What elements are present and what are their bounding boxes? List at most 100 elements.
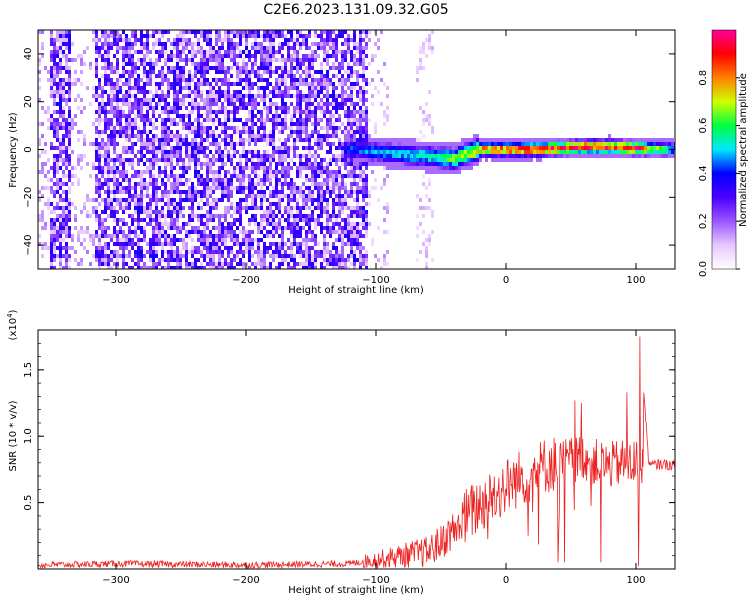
heatmap-cell [347, 78, 350, 82]
heatmap-cell [140, 110, 143, 114]
heatmap-cell [239, 118, 242, 122]
heatmap-cell [383, 178, 386, 182]
heatmap-cell [254, 46, 257, 50]
heatmap-cell [308, 166, 311, 170]
heatmap-cell [446, 142, 449, 146]
heatmap-cell [314, 154, 317, 158]
heatmap-cell [107, 110, 110, 114]
heatmap-cell [242, 78, 245, 82]
heatmap-cell [353, 238, 356, 242]
heatmap-cell [371, 54, 374, 58]
heatmap-cell [116, 114, 119, 118]
heatmap-cell [266, 62, 269, 66]
heatmap-cell [182, 222, 185, 226]
heatmap-cell [431, 46, 434, 50]
heatmap-cell [137, 234, 140, 238]
heatmap-cell [341, 206, 344, 210]
heatmap-cell [50, 30, 53, 34]
heatmap-cell [275, 230, 278, 234]
heatmap-cell [230, 214, 233, 218]
heatmap-cell [248, 130, 251, 134]
heatmap-cell [221, 66, 224, 70]
heatmap-cell [230, 30, 233, 34]
heatmap-cell [194, 226, 197, 230]
heatmap-cell [107, 126, 110, 130]
heatmap-cell [356, 186, 359, 190]
heatmap-cell [236, 130, 239, 134]
heatmap-cell [329, 226, 332, 230]
heatmap-cell [218, 258, 221, 262]
heatmap-cell [170, 118, 173, 122]
heatmap-cell [134, 226, 137, 230]
heatmap-cell [158, 58, 161, 62]
heatmap-cell [251, 94, 254, 98]
heatmap-cell [134, 38, 137, 42]
heatmap-cell [362, 134, 365, 138]
heatmap-cell [299, 246, 302, 250]
heatmap-cell [131, 106, 134, 110]
heatmap-cell [152, 98, 155, 102]
heatmap-cell [539, 158, 542, 162]
heatmap-cell [344, 174, 347, 178]
heatmap-cell [155, 42, 158, 46]
heatmap-cell [563, 138, 566, 142]
heatmap-cell [293, 78, 296, 82]
heatmap-cell [278, 198, 281, 202]
heatmap-cell [206, 154, 209, 158]
heatmap-cell [128, 98, 131, 102]
heatmap-cell [254, 162, 257, 166]
heatmap-cell [305, 154, 308, 158]
heatmap-cell [107, 206, 110, 210]
heatmap-cell [155, 106, 158, 110]
heatmap-cell [173, 178, 176, 182]
heatmap-cell [269, 266, 272, 269]
heatmap-cell [281, 74, 284, 78]
heatmap-cell [290, 122, 293, 126]
heatmap-cell [68, 110, 71, 114]
heatmap-cell [131, 126, 134, 130]
heatmap-cell [269, 194, 272, 198]
heatmap-cell [146, 34, 149, 38]
heatmap-cell [107, 242, 110, 246]
heatmap-cell [383, 154, 386, 158]
heatmap-cell [227, 194, 230, 198]
heatmap-cell [332, 222, 335, 226]
heatmap-cell [374, 158, 377, 162]
heatmap-cell [212, 206, 215, 210]
heatmap-cell [359, 122, 362, 126]
heatmap-cell [110, 250, 113, 254]
heatmap-cell [173, 250, 176, 254]
heatmap-cell [191, 42, 194, 46]
heatmap-cell [254, 94, 257, 98]
heatmap-cell [506, 150, 509, 154]
heatmap-cell [197, 102, 200, 106]
heatmap-cell [125, 78, 128, 82]
heatmap-cell [191, 46, 194, 50]
heatmap-cell [248, 158, 251, 162]
heatmap-cell [335, 50, 338, 54]
heatmap-cell [560, 146, 563, 150]
heatmap-cell [65, 174, 68, 178]
heatmap-cell [491, 142, 494, 146]
heatmap-cell [224, 194, 227, 198]
heatmap-cell [350, 154, 353, 158]
heatmap-cell [359, 206, 362, 210]
heatmap-cell [278, 118, 281, 122]
heatmap-cell [344, 230, 347, 234]
heatmap-cell [335, 38, 338, 42]
heatmap-cell [203, 214, 206, 218]
heatmap-cell [350, 138, 353, 142]
heatmap-cell [74, 82, 77, 86]
heatmap-cell [131, 142, 134, 146]
heatmap-cell [203, 74, 206, 78]
heatmap-cell [194, 134, 197, 138]
heatmap-cell [317, 134, 320, 138]
heatmap-cell [281, 182, 284, 186]
heatmap-cell [56, 46, 59, 50]
heatmap-cell [122, 150, 125, 154]
heatmap-cell [407, 142, 410, 146]
heatmap-cell [194, 154, 197, 158]
heatmap-cell [266, 70, 269, 74]
heatmap-cell [356, 226, 359, 230]
heatmap-cell [344, 94, 347, 98]
